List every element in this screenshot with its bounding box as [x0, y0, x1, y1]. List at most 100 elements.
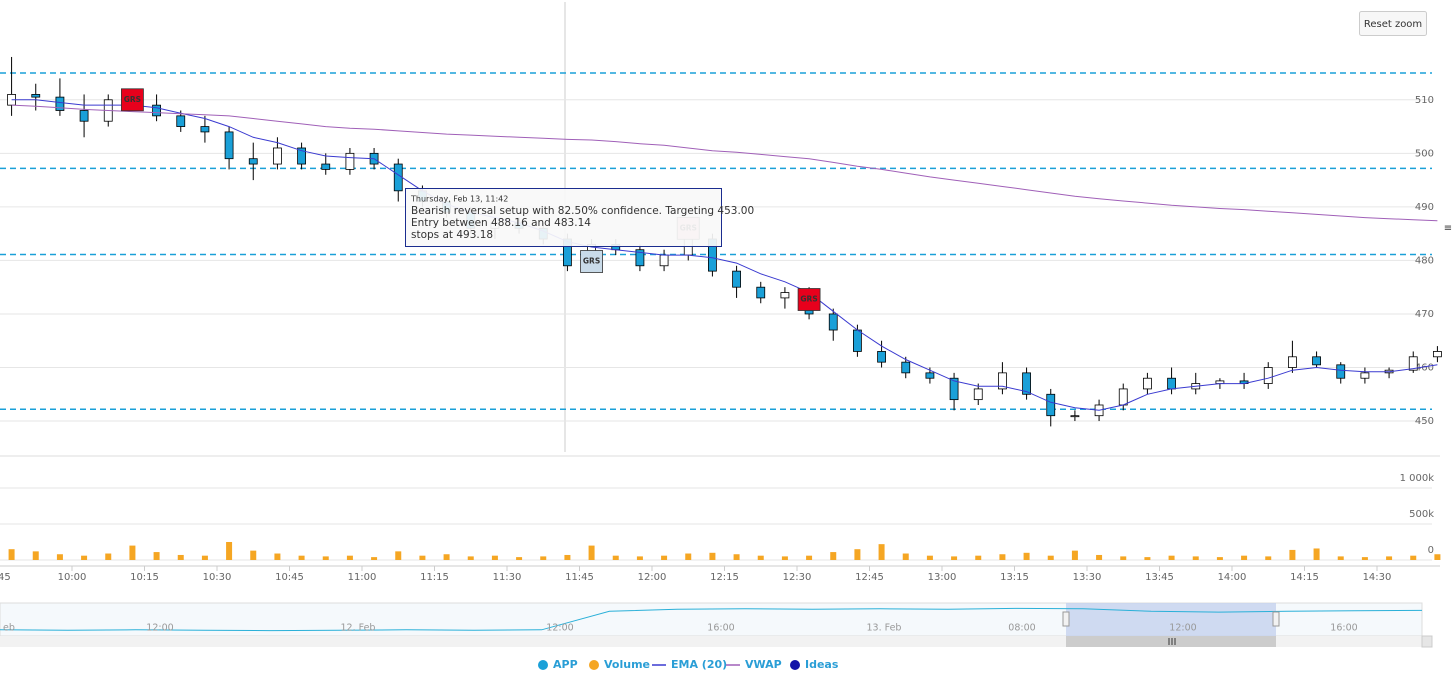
scrollbar-thumb[interactable]: [1066, 636, 1276, 647]
candle-body: [1118, 388, 1128, 406]
legend-symbol: [790, 660, 800, 670]
candle-body: [1143, 377, 1152, 390]
idea-label: GRS: [583, 256, 600, 265]
candle-body: [393, 163, 403, 192]
volume-bar: [1168, 555, 1175, 560]
candle-body: [345, 152, 355, 170]
candle-body: [224, 131, 234, 160]
x-tick-label: 12:00: [638, 572, 667, 583]
volume-bar: [346, 555, 353, 560]
x-tick-label: 9:45: [0, 572, 11, 583]
volume-bar: [419, 555, 426, 560]
volume-bar: [878, 544, 885, 560]
volume-bar: [371, 557, 378, 560]
x-tick-label: 12:30: [783, 572, 812, 583]
navigator-handle[interactable]: [1272, 611, 1280, 627]
candle-body: [659, 254, 669, 267]
navigator-label: 12:00: [1169, 623, 1196, 634]
volume-bar: [395, 551, 402, 560]
candle-body: [1167, 377, 1176, 390]
candle-body: [973, 388, 983, 401]
legend-label[interactable]: APP: [553, 658, 578, 671]
legend-label[interactable]: Ideas: [805, 658, 839, 671]
volume-bar: [1434, 554, 1441, 560]
volume-bar: [1216, 557, 1223, 560]
navigator-line: [0, 607, 1423, 632]
volume-bar: [467, 556, 474, 560]
navigator-label: 12:00: [146, 623, 173, 634]
x-tick-label: 13:45: [1145, 572, 1174, 583]
candle-body: [1433, 351, 1442, 358]
volume-bar: [975, 555, 982, 560]
candle-body: [321, 163, 331, 170]
tooltip-title: Thursday, Feb 13, 11:42: [410, 195, 508, 204]
volume-bar: [685, 553, 692, 560]
reset-button[interactable]: Reset zoom: [1359, 11, 1427, 36]
legend-label[interactable]: VWAP: [745, 658, 782, 671]
candle-body: [1408, 356, 1418, 371]
candle-body: [1070, 415, 1080, 418]
volume-bar: [1192, 556, 1199, 560]
volume-bar: [951, 556, 958, 560]
volume-bar: [1120, 556, 1127, 560]
volume-bar: [56, 554, 63, 560]
indicator-line: [11, 99, 1438, 411]
navigator-label: eb: [3, 623, 15, 634]
volume-bar: [1023, 552, 1030, 560]
menu-icon[interactable]: ≡: [1444, 223, 1452, 234]
scrollbar-arrow[interactable]: [1421, 635, 1433, 648]
price-pane: 450 460 470 480 490 500 510 0 500k 1 000k 9:45 10:0…: [0, 56, 1442, 583]
x-tick-label: 13:00: [928, 572, 957, 583]
candle-body: [1046, 393, 1056, 417]
candle-body: [828, 313, 838, 331]
navigator-label: 16:00: [1330, 623, 1357, 634]
candle-body: [31, 94, 41, 98]
legend-label[interactable]: Volume: [604, 658, 650, 671]
volume-bar: [661, 555, 668, 560]
volume-bar: [81, 555, 88, 560]
x-tick-label: 10:15: [130, 572, 159, 583]
navigator-handle[interactable]: [1062, 611, 1070, 627]
volume-bar: [733, 554, 740, 560]
x-tick-label: 10:00: [58, 572, 87, 583]
idea-marker: [121, 88, 144, 112]
volume-bar: [1313, 548, 1320, 560]
legend-label[interactable]: EMA (20): [671, 658, 727, 671]
candle-body: [200, 126, 210, 133]
tooltip-frame: [405, 188, 722, 247]
navigator-label: 12. Feb: [341, 623, 376, 634]
navigator-label: 08:00: [1008, 623, 1035, 634]
volume-bar: [1410, 555, 1417, 560]
volume-bar: [1241, 555, 1248, 560]
idea-label: GRS: [800, 295, 817, 304]
candle-body: [925, 372, 935, 379]
navigator-label: 16:00: [707, 623, 734, 634]
y-tick-label: 490: [1415, 202, 1434, 213]
volume-bar: [1047, 555, 1054, 560]
y-tick-label: 510: [1415, 95, 1434, 106]
candle-body: [635, 249, 645, 267]
candle-body: [79, 110, 89, 122]
x-tick-label: 13:30: [1073, 572, 1102, 583]
y-tick-label: 470: [1415, 309, 1434, 320]
volume-bar: [757, 555, 764, 560]
volume-bar: [443, 554, 450, 560]
button-frame[interactable]: [1359, 11, 1427, 36]
candle-body: [1336, 364, 1346, 379]
volume-bar: [105, 553, 112, 560]
button-label[interactable]: Reset zoom: [1364, 19, 1422, 30]
x-tick-label: 10:30: [203, 572, 232, 583]
candle-body: [949, 377, 959, 401]
volume-bar: [854, 549, 861, 560]
tooltip: Thursday, Feb 13, 11:42 Bearish reversal…: [405, 188, 754, 247]
volume-bar: [32, 551, 39, 560]
navigator-selection[interactable]: [1066, 603, 1276, 636]
volume-bar: [1361, 557, 1368, 560]
scrollbar-track: [0, 636, 1432, 647]
volume-bar: [926, 555, 933, 560]
volume-bar: [274, 553, 281, 560]
volume-bar: [902, 553, 909, 560]
candle-body: [998, 372, 1007, 390]
x-tick-label: 11:45: [565, 572, 594, 583]
x-tick-label: 12:45: [855, 572, 884, 583]
